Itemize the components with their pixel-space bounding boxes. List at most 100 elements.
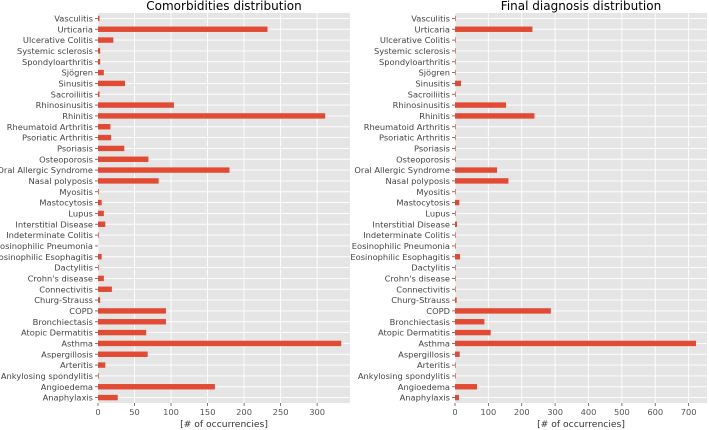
final-diagnosis-category-label: Eosinophilic Pneumonia (352, 241, 450, 251)
comorbidities-bar (98, 319, 166, 325)
final-diagnosis-bar (455, 102, 507, 108)
final-diagnosis-category-label: COPD (426, 306, 450, 316)
comorbidities-bar (98, 329, 147, 336)
final-diagnosis-category-label: Asthma (418, 338, 450, 348)
comorbidities-category-label: Spondyloarthritis (22, 57, 93, 67)
comorbidities-xtick-label: 300 (309, 407, 325, 417)
comorbidities-bar (98, 91, 100, 97)
comorbidities-bar (98, 156, 149, 162)
comorbidities-category-label: Crohn's disease (28, 273, 93, 283)
final-diagnosis-xtick-label: 700 (681, 407, 697, 417)
final-diagnosis-category-label: Mastocytosis (396, 198, 450, 208)
comorbidities-x-axis-label: [# of occurrencies] (180, 419, 268, 430)
final-diagnosis-bar (455, 199, 460, 206)
comorbidities-category-label: Urticaria (58, 24, 94, 34)
final-diagnosis-category-label: Atopic Dermatitis (378, 328, 450, 338)
comorbidities-category-label: Aspergillosis (41, 349, 93, 359)
comorbidities-bar (98, 167, 230, 173)
comorbidities-category-label: Rhinosinusitis (36, 100, 93, 110)
final-diagnosis-category-label: Rheumatoid Arthritis (364, 122, 450, 132)
comorbidities-category-label: Indeterminate Colitis (6, 230, 93, 240)
final-diagnosis-bar (455, 80, 462, 87)
comorbidities-bar (98, 232, 99, 238)
comorbidities-xtick-label: 0 (95, 407, 100, 417)
comorbidities-bar (98, 37, 114, 43)
final-diagnosis-bar (455, 297, 457, 303)
final-diagnosis-bar (455, 134, 456, 141)
final-diagnosis-bar (455, 69, 456, 76)
final-diagnosis-category-label: Connectivitis (396, 284, 450, 294)
final-diagnosis-bar (455, 373, 456, 379)
final-diagnosis-category-label: Myositis (416, 187, 450, 197)
final-diagnosis-category-label: Sinusitis (415, 78, 450, 88)
comorbidities-category-label: Psoriasis (57, 143, 93, 153)
final-diagnosis-category-label: Dactylitis (411, 263, 450, 273)
final-diagnosis-bar (455, 394, 460, 401)
final-diagnosis-bar (455, 59, 456, 65)
final-diagnosis-category-label: Ankylosing spondylitis (358, 371, 450, 381)
comorbidities-category-label: Angioedema (41, 382, 93, 392)
final-diagnosis-category-label: Rhinitis (419, 111, 450, 121)
comorbidities-category-label: Sjögren (61, 68, 93, 78)
comorbidities-bar (98, 210, 104, 217)
comorbidities-category-label: Sacroiliitis (51, 89, 93, 99)
final-diagnosis-bar (455, 221, 458, 227)
comorbidities-bar (98, 113, 326, 119)
comorbidities-bar (98, 340, 342, 347)
comorbidities-category-label: Ulcerative Colitis (23, 35, 93, 45)
comorbidities-bar (98, 134, 112, 141)
final-diagnosis-category-label: Crohn's disease (385, 273, 450, 283)
final-diagnosis-category-label: Arteritis (417, 360, 450, 370)
final-diagnosis-xtick-label: 500 (614, 407, 630, 417)
comorbidities-category-label: Oral Allergic Syndrome (0, 165, 93, 175)
comorbidities-xtick-label: 100 (163, 407, 179, 417)
final-diagnosis-category-label: Psoriatic Arthritis (379, 133, 450, 143)
final-diagnosis-bar (455, 308, 551, 314)
comorbidities-category-label: Osteoporosis (39, 154, 93, 164)
comorbidities-bar (98, 373, 99, 379)
final-diagnosis-category-label: Sacroiliitis (408, 89, 450, 99)
final-diagnosis-xtick-label: 0 (452, 407, 457, 417)
final-diagnosis-xtick-label: 200 (514, 407, 530, 417)
comorbidities-bar (98, 15, 100, 22)
final-diagnosis-plot-area (455, 13, 707, 403)
comorbidities-bar (98, 189, 99, 195)
final-diagnosis-bar (455, 275, 456, 282)
comorbidities-bar (98, 351, 148, 357)
comorbidities-bar (98, 221, 106, 227)
final-diagnosis-bar (455, 319, 485, 325)
final-diagnosis-xtick-label: 300 (547, 407, 563, 417)
final-diagnosis-category-label: Ulcerative Colitis (380, 35, 450, 45)
final-diagnosis-category-label: Bronchiectasis (390, 317, 450, 327)
comorbidities-category-label: Bronchiectasis (33, 317, 93, 327)
comorbidities-xtick-label: 250 (273, 407, 289, 417)
final-diagnosis-category-label: Sjögren (418, 68, 450, 78)
comorbidities-category-label: Ankylosing spondylitis (1, 371, 93, 381)
final-diagnosis-category-label: Nasal polyposis (386, 176, 451, 186)
comorbidities-bar (98, 384, 215, 390)
comorbidities-category-label: Interstitial Disease (15, 219, 93, 229)
final-diagnosis-bar (455, 384, 478, 390)
final-diagnosis-category-label: Angioedema (398, 382, 450, 392)
comorbidities-bar (98, 199, 102, 206)
comorbidities-bar (98, 286, 112, 292)
final-diagnosis-bar (455, 232, 456, 238)
final-diagnosis-bar (455, 91, 456, 97)
comorbidities-xtick-label: 200 (236, 407, 252, 417)
comorbidities-bar (98, 362, 106, 368)
comorbidities-category-label: Psoriatic Arthritis (22, 133, 93, 143)
final-diagnosis-bar (455, 145, 456, 152)
comorbidities-xtick-label: 150 (200, 407, 216, 417)
comorbidities-bar (98, 394, 118, 401)
comorbidities-category-label: Nasal polyposis (29, 176, 94, 186)
final-diagnosis-x-axis-label: [# of occurrencies] (537, 419, 625, 430)
final-diagnosis-category-label: Spondyloarthritis (379, 57, 450, 67)
comorbidities-title: Comorbidities distribution (146, 0, 301, 13)
comorbidities-category-label: Eosinophilic Esophagitis (0, 252, 93, 262)
comorbidities-category-label: Lupus (68, 208, 93, 218)
comorbidities-category-label: Sinusitis (58, 78, 93, 88)
comorbidities-bar (98, 275, 104, 282)
comorbidities-category-label: Vasculitis (54, 13, 93, 23)
